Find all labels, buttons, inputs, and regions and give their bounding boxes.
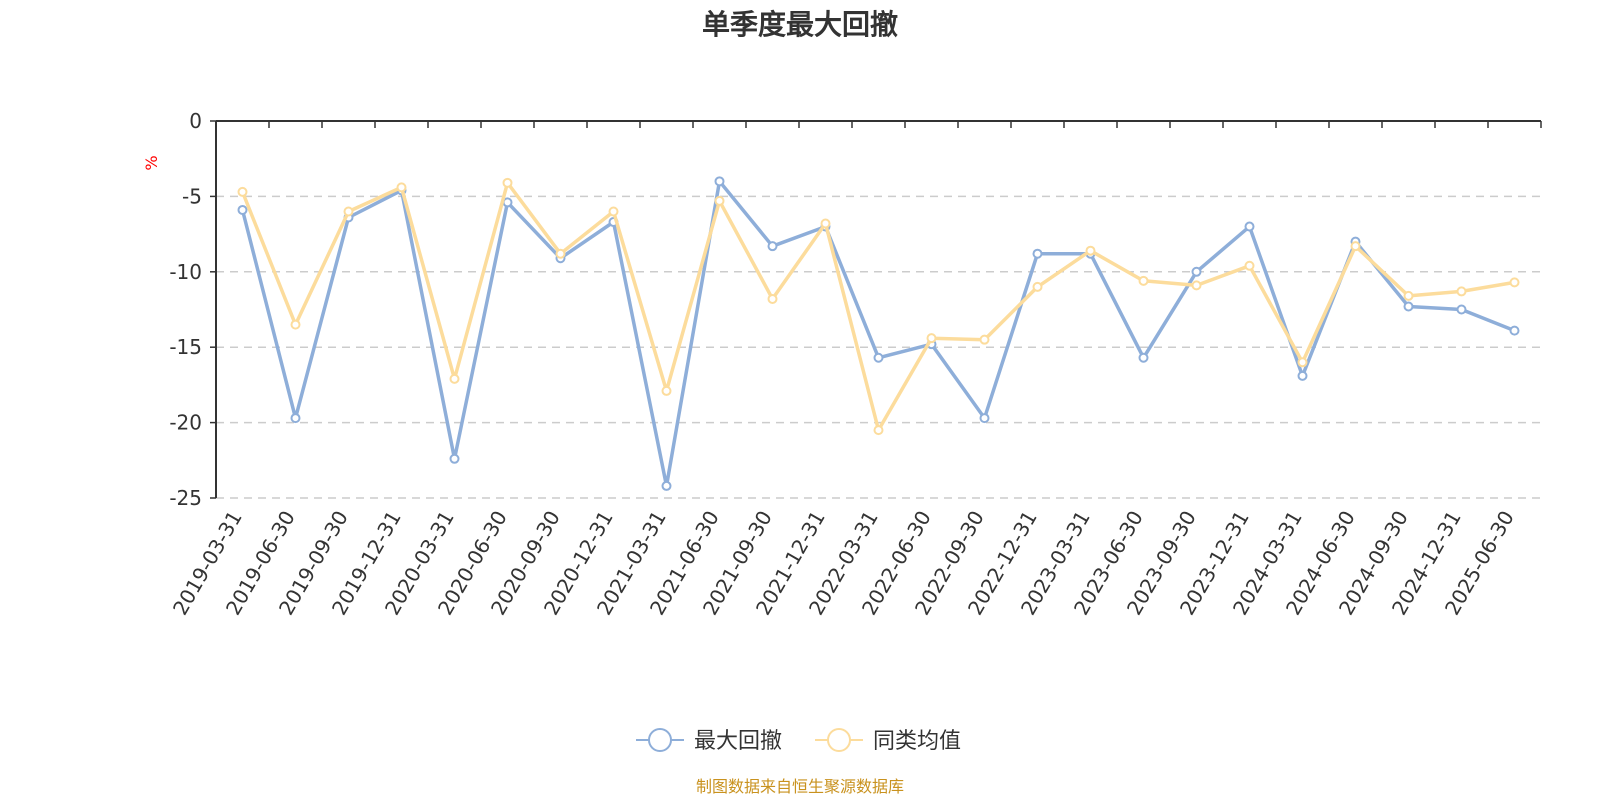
data-point <box>1138 275 1149 286</box>
legend-item-1: 最大回撤 <box>636 728 782 754</box>
data-point <box>1403 301 1414 312</box>
y-tick-label: -25 <box>169 486 202 510</box>
data-point <box>290 413 301 424</box>
legend-item-2: 同类均值 <box>815 728 961 754</box>
axes: 0-5-10-15-20-252019-03-312019-06-302019-… <box>168 109 1542 619</box>
data-point <box>873 425 884 436</box>
data-point <box>873 352 884 363</box>
legend-label: 最大回撤 <box>694 729 782 754</box>
data-point <box>449 453 460 464</box>
data-point <box>608 206 619 217</box>
data-point <box>343 206 354 217</box>
legend: 最大回撤 同类均值 <box>636 728 961 754</box>
series-1 <box>237 176 1520 491</box>
data-point <box>396 182 407 193</box>
data-point <box>661 385 672 396</box>
grid-lines <box>216 195 1541 499</box>
legend-marker <box>648 728 672 752</box>
series-lines <box>237 176 1520 491</box>
data-point <box>714 195 725 206</box>
data-point <box>661 480 672 491</box>
data-point <box>237 186 248 197</box>
data-point <box>926 333 937 344</box>
data-point <box>1350 241 1361 252</box>
y-tick-label: -20 <box>169 411 202 435</box>
data-point <box>979 413 990 424</box>
data-point <box>714 176 725 187</box>
data-point <box>979 334 990 345</box>
data-point <box>1138 352 1149 363</box>
data-point <box>767 241 778 252</box>
data-point <box>449 373 460 384</box>
data-point <box>555 248 566 259</box>
data-point <box>290 319 301 330</box>
data-point <box>1191 280 1202 291</box>
y-axis-unit: % <box>142 155 161 170</box>
data-point <box>1191 266 1202 277</box>
legend-label: 同类均值 <box>873 729 961 754</box>
data-point <box>1456 304 1467 315</box>
chart-title: 单季度最大回撤 <box>702 8 898 41</box>
series-line <box>240 179 1516 488</box>
data-point <box>1297 357 1308 368</box>
data-point <box>767 293 778 304</box>
y-tick-label: -15 <box>169 335 202 359</box>
series-line <box>240 181 1515 432</box>
y-tick-label: 0 <box>189 109 202 133</box>
data-point <box>1244 260 1255 271</box>
data-point <box>1085 245 1096 256</box>
data-point <box>820 218 831 229</box>
data-point <box>1509 277 1520 288</box>
data-point <box>1032 281 1043 292</box>
data-point <box>502 177 513 188</box>
y-tick-label: -10 <box>169 260 202 284</box>
source-note: 制图数据来自恒生聚源数据库 <box>696 777 904 796</box>
data-point <box>1509 325 1520 336</box>
data-point <box>237 204 248 215</box>
legend-marker <box>827 728 851 752</box>
data-point <box>1244 221 1255 232</box>
data-point <box>1403 290 1414 301</box>
series-2 <box>237 177 1520 436</box>
data-point <box>1297 370 1308 381</box>
y-tick-label: -5 <box>182 184 202 208</box>
data-point <box>1456 286 1467 297</box>
data-point <box>1032 248 1043 259</box>
